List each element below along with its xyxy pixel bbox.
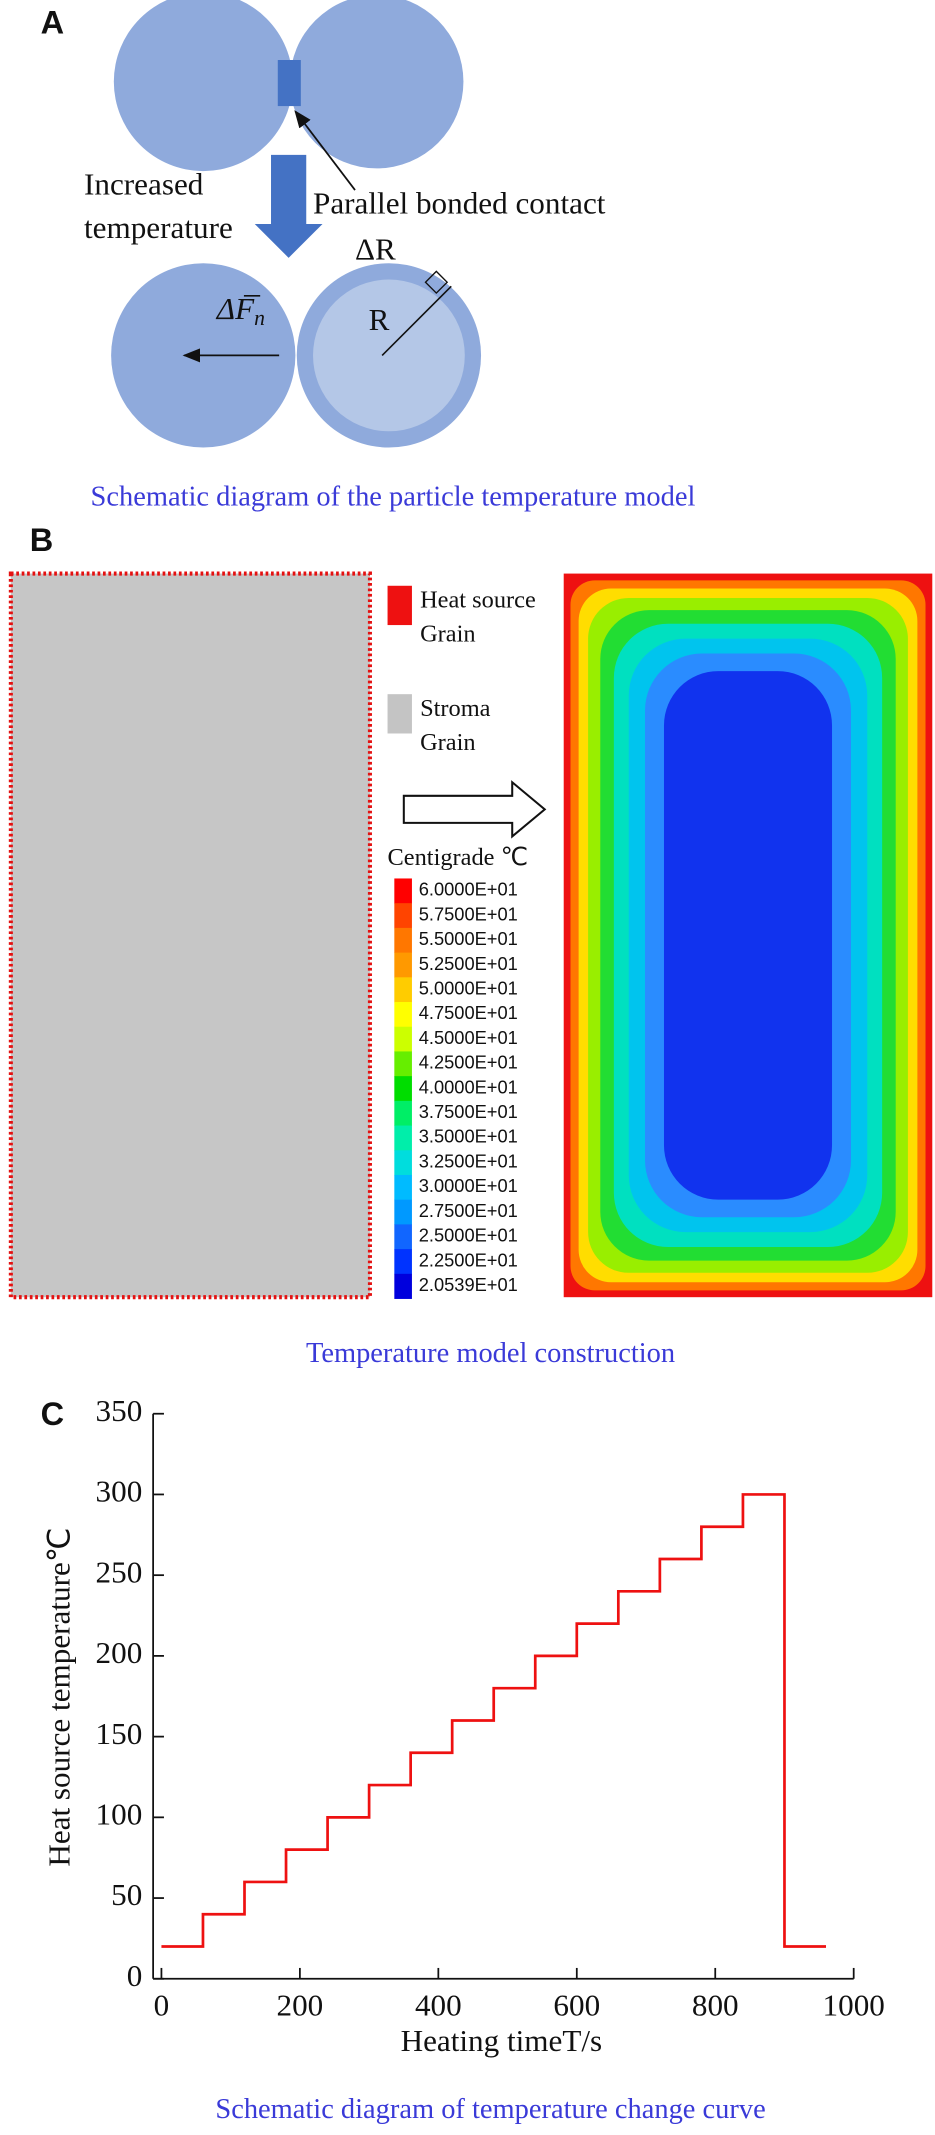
colorbar-bin — [394, 1199, 412, 1225]
legend: Heat source Grain Stroma Grain — [387, 585, 536, 756]
x-tick-label: 1000 — [823, 1988, 885, 2023]
x-tick-label: 200 — [277, 1988, 324, 2023]
force-label: ΔFn — [215, 291, 265, 330]
colorbar-bin — [394, 1174, 412, 1201]
colorbar-bin — [394, 1002, 412, 1028]
pointer — [294, 110, 356, 191]
x-axis-label: Heating timeT/s — [401, 2023, 603, 2058]
colorbar-label: 3.5000E+01 — [419, 1126, 518, 1147]
colorbar-label: 5.2500E+01 — [419, 953, 518, 974]
legend-text: Grain — [420, 729, 476, 756]
y-tick-label: 350 — [96, 1393, 143, 1428]
colorbar-label: 6.0000E+01 — [419, 879, 518, 900]
chart: 0 50 100 150 200 250 300 350 0 200 400 600 800 1000 — [96, 1393, 885, 2023]
colorbar-label: 4.2500E+01 — [419, 1052, 518, 1073]
text: n — [254, 306, 265, 330]
bond — [277, 60, 301, 107]
text: Increased — [84, 167, 204, 202]
y-tick-label: 250 — [96, 1554, 143, 1589]
colorbar: 6.0000E+01 5.7500E+01 5.5000E+01 5.2500E+01… — [394, 878, 518, 1299]
colorbar-bin — [394, 1273, 412, 1299]
particle — [290, 0, 464, 169]
text: temperature — [84, 210, 233, 245]
x-tick-label: 0 — [154, 1988, 170, 2023]
particle — [113, 0, 293, 172]
colorbar-label: 3.0000E+01 — [419, 1175, 518, 1196]
colorbar-label: 4.0000E+01 — [419, 1076, 518, 1097]
radius — [381, 285, 452, 356]
colorbar-bin — [394, 1100, 412, 1126]
colorbar-label: 2.0539E+01 — [419, 1274, 518, 1295]
text: ΔF — [215, 291, 255, 326]
text: R — [369, 302, 390, 337]
legend-swatch — [387, 585, 412, 626]
caption: Temperature model construction — [306, 1338, 675, 1369]
y-tick-label: 50 — [111, 1877, 142, 1912]
colorbar-bin — [394, 1224, 412, 1250]
y-tick-label: 150 — [96, 1716, 143, 1751]
panel-label: B — [30, 522, 53, 558]
colorbar-label: 5.7500E+01 — [419, 903, 518, 924]
colorbar-label: 2.7500E+01 — [419, 1200, 518, 1221]
x-tick-label: 800 — [692, 1988, 739, 2023]
colorbar-bin — [394, 878, 412, 904]
text: ΔR — [355, 232, 396, 267]
panel-label: A — [41, 4, 64, 40]
x-tick-label: 600 — [553, 1988, 600, 2023]
colorbar-label: 4.5000E+01 — [419, 1027, 518, 1048]
colorbar-bin — [394, 903, 412, 929]
colorbar-label: 3.7500E+01 — [419, 1101, 518, 1122]
x-tick-label: 400 — [415, 1988, 462, 2023]
legend-text: Heat source — [420, 587, 536, 614]
y-tick-label: 300 — [96, 1474, 143, 1509]
line — [161, 1493, 827, 1948]
particle-core — [313, 279, 465, 432]
caption: Schematic diagram of the particle temper… — [91, 482, 696, 513]
colorbar-bin — [394, 1249, 412, 1275]
arrow — [254, 154, 323, 258]
y-tick-label: 0 — [127, 1958, 143, 1993]
transition-arrow — [402, 780, 547, 839]
colorbar-label: 5.0000E+01 — [419, 977, 518, 998]
panel-label: C — [41, 1396, 64, 1432]
right-angle — [424, 270, 449, 295]
contour — [663, 671, 833, 1200]
colorbar-label: 2.2500E+01 — [419, 1249, 518, 1270]
colorbar-title: Centigrade ℃ — [388, 844, 528, 871]
colorbar-bin — [394, 1051, 412, 1077]
colorbar-label: 5.5000E+01 — [419, 928, 518, 949]
legend-swatch — [387, 694, 412, 734]
model-initial — [8, 571, 372, 1300]
colorbar-label: 2.5000E+01 — [419, 1225, 518, 1246]
colorbar-bin — [394, 1076, 412, 1102]
y-tick-label: 100 — [96, 1796, 143, 1831]
caption: Schematic diagram of temperature change … — [215, 2094, 765, 2125]
legend-text: Grain — [420, 621, 476, 648]
colorbar-label: 3.2500E+01 — [419, 1150, 518, 1171]
colorbar-bin — [394, 952, 412, 978]
colorbar-bin — [394, 927, 412, 954]
y-tick-label: 200 — [96, 1635, 143, 1670]
colorbar-bin — [394, 1150, 412, 1176]
legend-text: Stroma — [420, 695, 491, 722]
y-axis-label: Heat source temperature℃ — [41, 1527, 76, 1866]
model-heated — [563, 573, 933, 1298]
colorbar-bin — [394, 1026, 412, 1052]
colorbar-bin — [394, 977, 412, 1003]
colorbar-bin — [394, 1125, 412, 1151]
colorbar-label: 4.7500E+01 — [419, 1002, 518, 1023]
text: Parallel bonded contact — [313, 186, 606, 221]
